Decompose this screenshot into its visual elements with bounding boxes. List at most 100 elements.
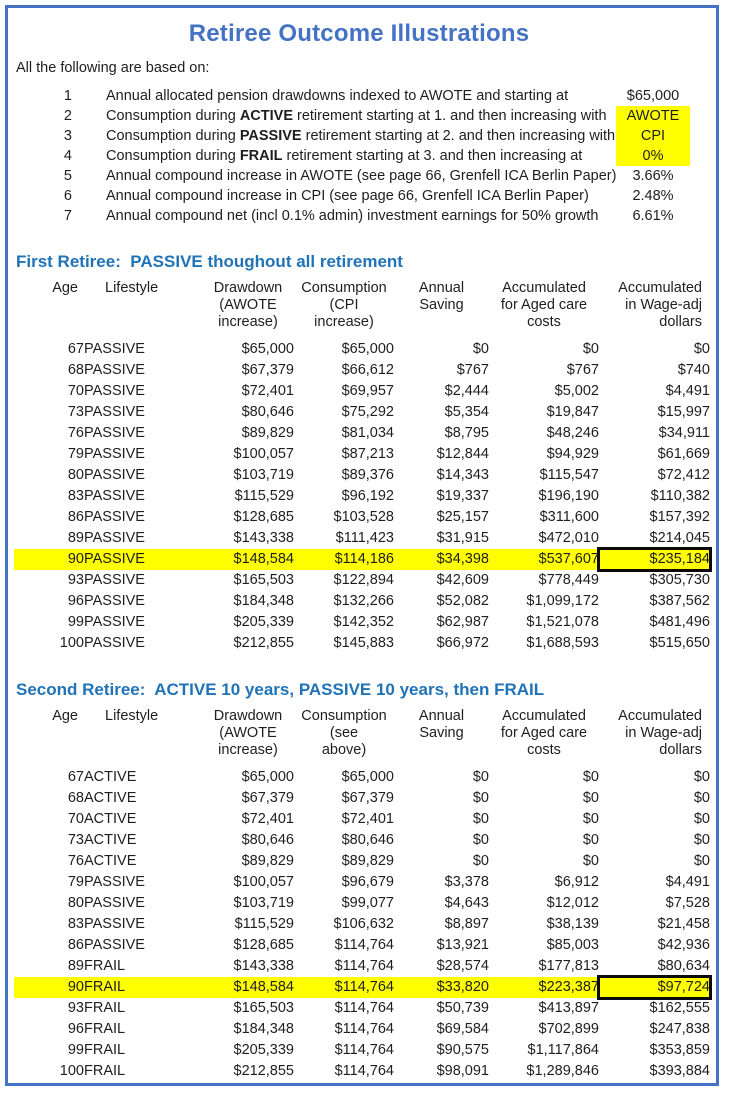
assumption-value-highlighted: CPI [616,126,690,146]
table-cell-annual-saving: $90,575 [436,1042,489,1058]
table-cell-aged-care: $1,289,846 [526,1063,599,1079]
column-header-consumption: Consumption (CPI increase) [301,280,387,330]
table-cell-age: 93 [67,572,84,588]
table-cell-consumption: $67,379 [341,790,394,806]
table-cell-lifestyle: PASSIVE [84,895,145,911]
table-cell-aged-care: $6,912 [554,874,599,890]
table-cell-aged-care: $0 [582,811,599,827]
table-cell-lifestyle: PASSIVE [84,467,145,483]
table-cell-wage-adj: $4,491 [665,874,710,890]
table-cell-drawdown: $115,529 [234,488,294,504]
table-cell-lifestyle: ACTIVE [84,853,137,869]
table-cell-age: 86 [67,937,84,953]
table-cell-drawdown: $89,829 [241,425,294,441]
table-cell-drawdown: $205,339 [233,1042,294,1058]
table-row: 83 PASSIVE $115,529 $106,632 $8,897 $38,… [14,914,710,935]
table-cell-lifestyle: ACTIVE [84,790,137,806]
table-cell-drawdown: $212,855 [233,635,294,651]
table-cell-age: 83 [67,916,84,932]
table-cell-lifestyle: PASSIVE [84,549,202,570]
assumption-value-highlighted: AWOTE [616,106,690,126]
table-cell-age: 73 [67,832,84,848]
table-cell-consumption: $65,000 [341,341,394,357]
table-cell-aged-care: $85,003 [546,937,599,953]
table-cell-aged-care: $177,813 [538,958,599,974]
table-cell-age: 73 [67,404,84,420]
table-row: 79 PASSIVE $100,057 $87,213 $12,844 $94,… [14,444,710,465]
table-cell-age: 80 [67,467,84,483]
table-cell-annual-saving: $19,337 [436,488,489,504]
table-cell-annual-saving: $767 [456,362,489,378]
table-cell-annual-saving: $98,091 [436,1063,489,1079]
table-cell-aged-care: $0 [582,790,599,806]
assumption-row: 3 Consumption during PASSIVE retirement … [14,126,704,146]
table-cell-drawdown: $165,503 [233,572,294,588]
table-cell-age: 96 [67,593,84,609]
table-cell-lifestyle: ACTIVE [84,769,137,785]
table-cell-drawdown: $67,379 [241,790,294,806]
table-cell-aged-care: $311,600 [539,509,599,525]
column-header-drawdown: Drawdown (AWOTE increase) [213,280,283,330]
table-cell-age: 100 [59,1063,84,1079]
assumption-number: 5 [63,168,72,184]
table-cell-drawdown: $143,338 [233,958,294,974]
column-header-consumption: Consumption (see above) [301,708,387,758]
table-cell-aged-care: $0 [582,341,599,357]
table-row: 96 PASSIVE $184,348 $132,266 $52,082 $1,… [14,591,710,612]
table-cell-annual-saving: $28,574 [436,958,489,974]
table-cell-aged-care: $12,012 [546,895,599,911]
table-row: 76 PASSIVE $89,829 $81,034 $8,795 $48,24… [14,423,710,444]
table-cell-wage-adj: $7,528 [665,895,710,911]
table-cell-consumption: $72,401 [341,811,394,827]
table-cell-age: 99 [67,1042,84,1058]
table-cell-aged-care: $1,117,864 [527,1042,600,1058]
table-cell-annual-saving: $69,584 [436,1021,489,1037]
assumption-number: 7 [63,208,72,224]
table-cell-consumption: $96,192 [341,488,394,504]
table-cell-drawdown: $212,855 [233,1063,294,1079]
table-cell-aged-care: $537,607 [489,549,599,570]
table-cell-consumption: $114,186 [294,549,394,570]
table-cell-consumption: $99,077 [341,895,394,911]
table-cell-annual-saving: $0 [472,853,489,869]
table-cell-lifestyle: PASSIVE [84,383,145,399]
table-cell-annual-saving: $0 [472,811,489,827]
table-cell-consumption: $145,883 [333,635,394,651]
table-cell-lifestyle: FRAIL [84,1042,126,1058]
table-cell-age: 76 [67,425,84,441]
table-cell-consumption: $114,764 [334,937,394,953]
table-cell-drawdown: $143,338 [233,530,294,546]
table-cell-wage-adj: $4,491 [665,383,710,399]
assumption-row: 5 Annual compound increase in AWOTE (see… [14,166,704,186]
column-header-age: Age [52,708,78,724]
second-retiree-table: Age Lifestyle Drawdown (AWOTE increase) … [14,708,712,1082]
table-row: 67 PASSIVE $65,000 $65,000 $0 $0 $0 [14,339,710,360]
table-cell-aged-care: $1,521,078 [526,614,599,630]
assumption-row: 4 Consumption during FRAIL retirement st… [14,146,704,166]
table-cell-consumption: $89,376 [341,467,394,483]
table-cell-lifestyle: PASSIVE [84,916,145,932]
table-row: 89 FRAIL $143,338 $114,764 $28,574 $177,… [14,956,710,977]
table-row: 80 PASSIVE $103,719 $99,077 $4,643 $12,0… [14,893,710,914]
table-row: 73 PASSIVE $80,646 $75,292 $5,354 $19,84… [14,402,710,423]
table-cell-age: 76 [67,853,84,869]
table-cell-annual-saving: $2,444 [444,383,489,399]
table-cell-annual-saving: $3,378 [444,874,489,890]
table-cell-wage-adj: $740 [677,362,710,378]
section-title-first-retiree: First Retiree: PASSIVE thoughout all ret… [16,252,403,271]
table-cell-consumption: $114,764 [334,1000,394,1016]
assumption-number: 3 [63,128,72,144]
table-cell-aged-care: $5,002 [554,383,599,399]
table-row: 89 PASSIVE $143,338 $111,423 $31,915 $47… [14,528,710,549]
table-cell-age: 70 [67,383,84,399]
table-cell-drawdown: $89,829 [241,853,294,869]
table-cell-wage-adj: $393,884 [649,1063,710,1079]
table-cell-drawdown: $103,719 [233,895,294,911]
table-cell-consumption: $114,764 [334,1021,394,1037]
table-cell-lifestyle: PASSIVE [84,341,145,357]
table-cell-lifestyle: PASSIVE [84,874,145,890]
table-cell-annual-saving: $25,157 [436,509,489,525]
table-cell-consumption: $111,423 [335,530,394,546]
table-cell-aged-care: $472,010 [538,530,599,546]
table-cell-wage-adj: $42,936 [657,937,710,953]
